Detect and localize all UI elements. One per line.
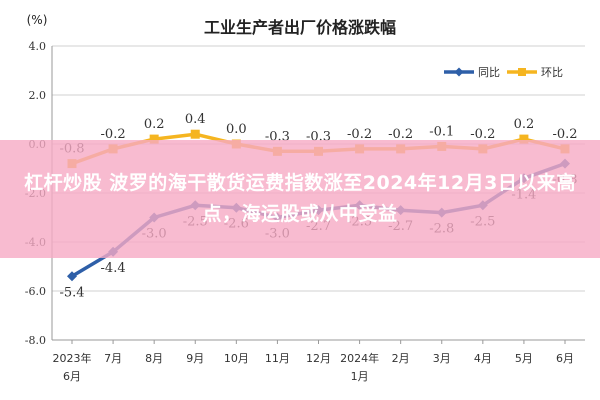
data-label-mom: -0.2 (347, 127, 372, 142)
y-axis-unit: (%) (27, 13, 48, 27)
x-tick-label: 5月 (515, 352, 533, 365)
x-tick-label-line2: 1月 (351, 370, 369, 383)
legend-marker-mom (518, 68, 526, 76)
chart-legend: 同比 环比 (444, 66, 563, 79)
y-tick-label: 4.0 (29, 40, 47, 53)
x-tick-label: 4月 (474, 352, 492, 365)
data-label-mom: -0.2 (388, 127, 413, 142)
data-label-yoy: -4.4 (101, 261, 126, 276)
data-label-mom: 0.2 (514, 117, 535, 132)
x-tick-label: 7月 (104, 352, 122, 365)
legend-label-mom: 环比 (541, 66, 563, 79)
data-point-mom (519, 134, 529, 144)
x-tick-label: 2月 (392, 352, 410, 365)
y-tick-label: -6.0 (25, 285, 46, 298)
headline-text: 杠杆炒股 波罗的海干散货运费指数涨至2024年12月3日以来高点，海运股或从中受… (24, 172, 576, 225)
x-tick-label: 6月 (556, 352, 574, 365)
data-point-mom (149, 134, 159, 144)
data-point-mom (190, 129, 200, 139)
x-tick-label: 11月 (265, 352, 290, 365)
x-tick-label: 2024年 (340, 351, 379, 365)
data-label-mom: -0.2 (470, 127, 495, 142)
x-tick-label: 9月 (186, 352, 204, 365)
chart-title: 工业生产者出厂价格涨跌幅 (204, 18, 396, 37)
x-tick-label: 12月 (306, 352, 331, 365)
legend-label-yoy: 同比 (478, 66, 500, 79)
x-tick-label-line2: 6月 (63, 370, 81, 383)
data-point-yoy (67, 271, 77, 282)
headline-banner: 杠杆炒股 波罗的海干散货运费指数涨至2024年12月3日以来高点，海运股或从中受… (0, 140, 600, 258)
x-tick-label: 3月 (433, 352, 451, 365)
data-label-mom: -0.2 (552, 127, 577, 142)
data-label-mom: -0.1 (429, 124, 454, 139)
data-label-mom: 0.0 (226, 122, 247, 137)
data-label-mom: 0.2 (144, 117, 165, 132)
y-tick-label: 2.0 (29, 89, 47, 102)
y-tick-label: -8.0 (25, 334, 46, 347)
x-tick-label: 10月 (224, 352, 249, 365)
x-tick-label: 2023年 (53, 351, 92, 365)
data-label-mom: 0.4 (185, 112, 206, 127)
data-label-mom: -0.2 (101, 127, 126, 142)
data-label-yoy: -5.4 (59, 285, 84, 300)
x-tick-label: 8月 (145, 352, 163, 365)
legend-marker-yoy (454, 67, 464, 77)
